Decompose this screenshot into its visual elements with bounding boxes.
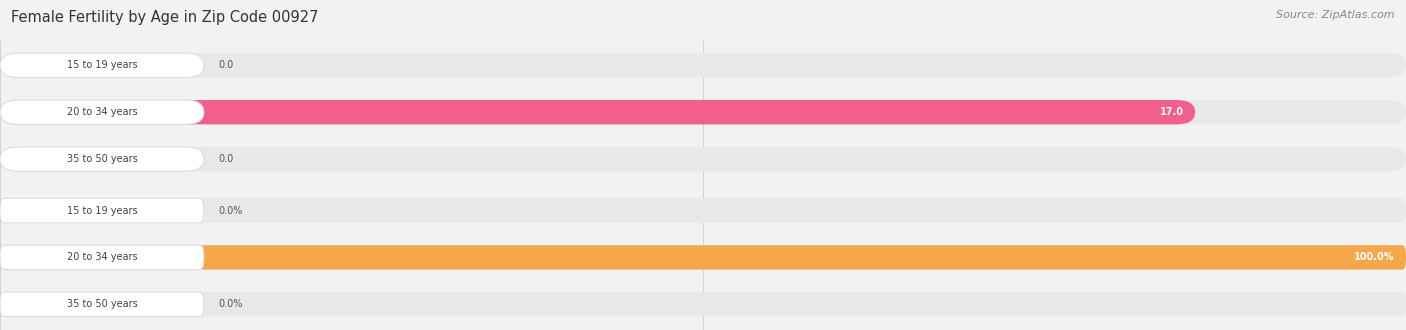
Text: 35 to 50 years: 35 to 50 years bbox=[66, 154, 138, 164]
Text: 35 to 50 years: 35 to 50 years bbox=[66, 299, 138, 309]
FancyBboxPatch shape bbox=[0, 292, 204, 316]
FancyBboxPatch shape bbox=[0, 53, 204, 78]
Text: 0.0%: 0.0% bbox=[218, 299, 242, 309]
FancyBboxPatch shape bbox=[0, 53, 1406, 78]
FancyBboxPatch shape bbox=[0, 245, 1406, 270]
Text: 20 to 34 years: 20 to 34 years bbox=[66, 107, 138, 117]
FancyBboxPatch shape bbox=[0, 147, 204, 171]
Text: 0.0: 0.0 bbox=[218, 60, 233, 70]
FancyBboxPatch shape bbox=[0, 100, 1195, 124]
FancyBboxPatch shape bbox=[0, 245, 1406, 270]
FancyBboxPatch shape bbox=[0, 245, 204, 270]
Text: 17.0: 17.0 bbox=[1160, 107, 1184, 117]
Text: 100.0%: 100.0% bbox=[1354, 252, 1395, 262]
FancyBboxPatch shape bbox=[0, 100, 204, 124]
FancyBboxPatch shape bbox=[0, 100, 1406, 124]
Text: 0.0%: 0.0% bbox=[218, 206, 242, 215]
Text: Source: ZipAtlas.com: Source: ZipAtlas.com bbox=[1277, 10, 1395, 20]
FancyBboxPatch shape bbox=[0, 198, 1406, 223]
Text: 15 to 19 years: 15 to 19 years bbox=[66, 60, 138, 70]
FancyBboxPatch shape bbox=[0, 292, 1406, 316]
FancyBboxPatch shape bbox=[0, 198, 204, 223]
Text: Female Fertility by Age in Zip Code 00927: Female Fertility by Age in Zip Code 0092… bbox=[11, 10, 319, 25]
Text: 20 to 34 years: 20 to 34 years bbox=[66, 252, 138, 262]
FancyBboxPatch shape bbox=[0, 147, 1406, 171]
Text: 0.0: 0.0 bbox=[218, 154, 233, 164]
Text: 15 to 19 years: 15 to 19 years bbox=[66, 206, 138, 215]
